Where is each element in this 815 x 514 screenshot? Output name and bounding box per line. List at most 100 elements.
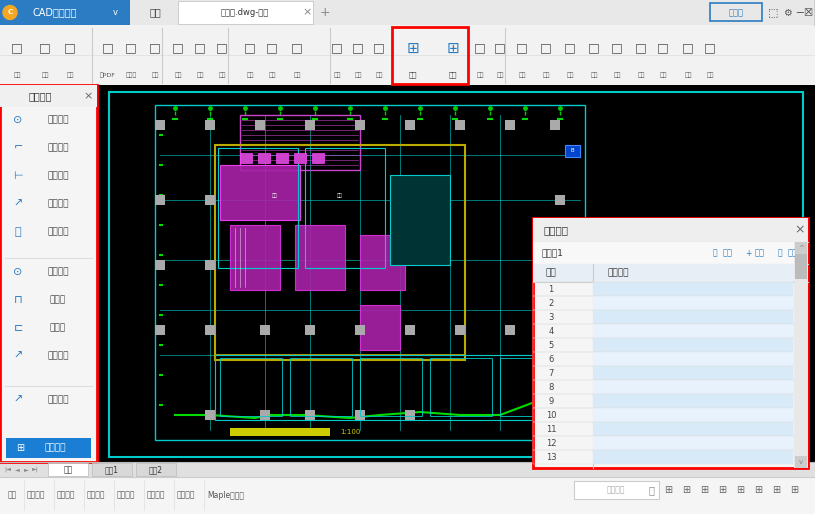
Bar xyxy=(533,380,794,394)
Text: 相对测量: 相对测量 xyxy=(47,199,68,209)
Text: 标注设置: 标注设置 xyxy=(47,116,68,124)
Text: 🗑: 🗑 xyxy=(713,248,718,258)
Bar xyxy=(240,153,252,163)
Bar xyxy=(574,481,659,499)
Text: 更多: 更多 xyxy=(375,72,383,78)
Bar xyxy=(48,463,88,476)
Text: 🔍: 🔍 xyxy=(648,485,654,495)
Text: ⬚: ⬚ xyxy=(768,8,778,17)
Bar xyxy=(533,324,794,338)
Text: 线段尺寸: 线段尺寸 xyxy=(47,352,68,360)
Text: 测量: 测量 xyxy=(409,71,417,78)
Text: ⊞: ⊞ xyxy=(736,485,744,495)
Text: □: □ xyxy=(704,42,716,54)
Bar xyxy=(500,358,562,416)
Text: 导出: 导出 xyxy=(788,248,798,258)
Text: 布局2: 布局2 xyxy=(149,465,163,474)
Text: ►: ► xyxy=(24,467,29,472)
Bar xyxy=(533,282,794,296)
Bar xyxy=(215,355,565,420)
Text: □: □ xyxy=(102,42,114,54)
Bar xyxy=(795,456,807,468)
Text: □: □ xyxy=(352,42,363,54)
Bar xyxy=(593,394,793,408)
Bar xyxy=(155,120,165,130)
Text: ↗: ↗ xyxy=(13,351,23,361)
Text: 移调: 移调 xyxy=(613,72,621,78)
Text: 另存: 另存 xyxy=(42,72,49,78)
Text: 批注: 批注 xyxy=(333,72,341,78)
Text: ◄: ◄ xyxy=(15,467,20,472)
Bar xyxy=(390,175,450,265)
Bar xyxy=(360,235,405,290)
Text: 4: 4 xyxy=(548,326,553,336)
Bar xyxy=(505,120,515,130)
Bar xyxy=(533,296,794,310)
Text: 7: 7 xyxy=(548,369,553,377)
Text: □: □ xyxy=(635,42,647,54)
Bar xyxy=(215,145,465,360)
Text: v: v xyxy=(112,8,117,17)
Text: CAD迷你看图: CAD迷你看图 xyxy=(33,8,77,17)
Bar xyxy=(593,408,793,422)
Text: 碎图片: 碎图片 xyxy=(126,72,137,78)
Text: 手机看图: 手机看图 xyxy=(117,490,135,500)
Text: 橱柜设计: 橱柜设计 xyxy=(177,490,196,500)
Bar xyxy=(294,153,306,163)
Bar xyxy=(565,145,580,157)
Bar xyxy=(312,153,324,163)
Text: 平移: 平移 xyxy=(174,72,182,78)
Text: ─: ─ xyxy=(795,8,803,17)
Bar xyxy=(355,120,365,130)
Text: ↗: ↗ xyxy=(13,395,23,405)
Bar xyxy=(155,105,585,440)
Bar xyxy=(505,325,515,335)
Text: 特权: 特权 xyxy=(707,72,714,78)
Text: 图库: 图库 xyxy=(659,72,667,78)
Bar xyxy=(430,358,492,416)
Bar xyxy=(360,358,422,416)
Text: Maple学生版: Maple学生版 xyxy=(207,490,244,500)
Text: |◄: |◄ xyxy=(5,467,11,472)
Bar xyxy=(795,254,807,279)
Text: 8: 8 xyxy=(548,382,553,392)
Text: ⊞: ⊞ xyxy=(16,443,24,453)
Text: 示例图.dwg-只读: 示例图.dwg-只读 xyxy=(221,8,269,17)
Text: 9: 9 xyxy=(548,396,553,406)
Text: ⊙: ⊙ xyxy=(13,267,23,277)
Text: □: □ xyxy=(564,42,576,54)
Text: 设计图圈: 设计图圈 xyxy=(27,490,46,500)
Bar xyxy=(0,85,97,107)
Text: 窗口: 窗口 xyxy=(246,72,253,78)
Bar xyxy=(533,264,808,282)
Text: 测量记录: 测量记录 xyxy=(543,225,568,235)
Bar xyxy=(205,195,215,205)
Text: 发现: 发现 xyxy=(8,490,17,500)
Text: 新项目1: 新项目1 xyxy=(541,248,563,258)
Bar xyxy=(533,450,794,464)
Bar xyxy=(355,325,365,335)
Text: 11: 11 xyxy=(546,425,557,433)
Text: ⊞: ⊞ xyxy=(682,485,690,495)
Text: 图库: 图库 xyxy=(685,72,692,78)
Bar xyxy=(593,324,793,338)
Bar xyxy=(276,153,288,163)
Bar xyxy=(205,260,215,270)
Text: □: □ xyxy=(291,42,303,54)
Text: 线性测量: 线性测量 xyxy=(47,172,68,180)
Text: □: □ xyxy=(611,42,623,54)
Bar xyxy=(0,85,97,462)
Text: 序号: 序号 xyxy=(545,268,557,278)
Text: □: □ xyxy=(39,42,51,54)
Bar xyxy=(533,366,794,380)
Text: 💾: 💾 xyxy=(778,248,782,258)
Bar xyxy=(593,450,793,464)
Bar xyxy=(533,352,794,366)
Bar xyxy=(295,225,345,290)
Bar xyxy=(593,338,793,352)
Text: ↗: ↗ xyxy=(13,199,23,209)
Text: 撤销: 撤销 xyxy=(268,72,275,78)
Text: □: □ xyxy=(588,42,600,54)
Text: 测量记录: 测量记录 xyxy=(44,444,66,452)
Bar xyxy=(155,325,165,335)
